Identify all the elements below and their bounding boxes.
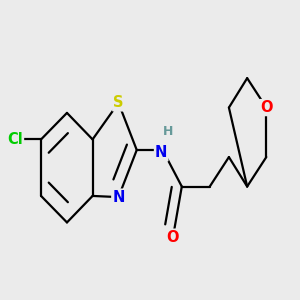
Text: O: O (260, 100, 273, 115)
Text: N: N (112, 190, 125, 205)
Text: H: H (163, 125, 173, 138)
Text: Cl: Cl (7, 132, 23, 147)
Text: S: S (113, 95, 124, 110)
Text: O: O (167, 230, 179, 245)
Text: N: N (155, 146, 167, 160)
